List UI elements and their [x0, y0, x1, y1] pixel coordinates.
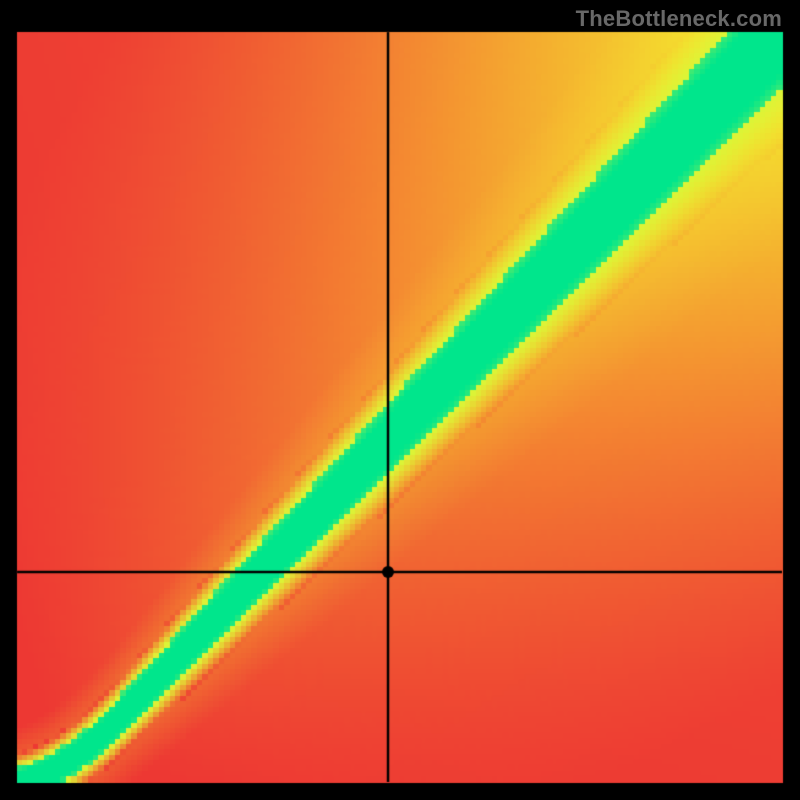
chart-container: TheBottleneck.com: [0, 0, 800, 800]
watermark-text: TheBottleneck.com: [576, 6, 782, 32]
bottleneck-heatmap: [0, 0, 800, 800]
